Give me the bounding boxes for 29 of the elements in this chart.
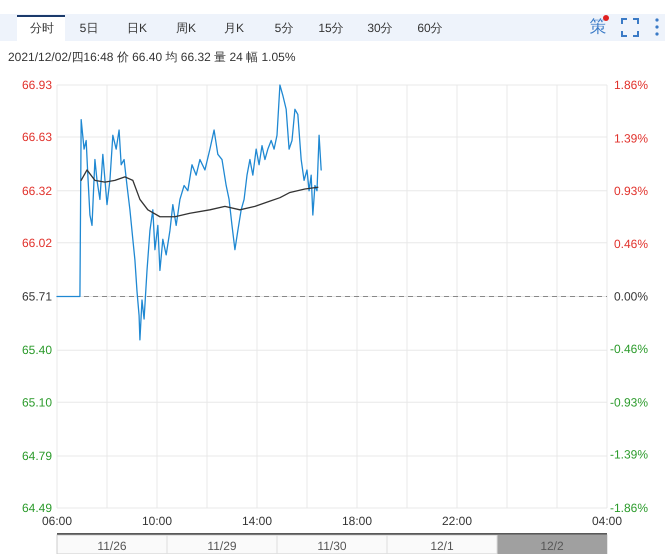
y2-tick-label: 0.93% (614, 184, 648, 198)
chart-subtitle: 2021/12/02/四16:48 价 66.40 均 66.32 量 24 幅 1.05% (8, 50, 296, 64)
y-tick-label: 66.02 (22, 236, 52, 250)
x-tick-label: 22:00 (442, 514, 472, 528)
navigator: 11/26 11/29 11/30 12/1 12/2 (56, 534, 608, 554)
y2-tick-label: -1.86% (610, 501, 648, 515)
y2-tick-label: 1.86% (614, 78, 648, 92)
y2-tick-label: -0.46% (610, 342, 648, 356)
y-tick-label: 66.93 (22, 78, 52, 92)
y-tick-label: 65.40 (22, 343, 52, 358)
x-tick-label: 14:00 (242, 514, 272, 528)
x-tick-label: 04:00 (592, 514, 622, 528)
y-tick-label: 64.79 (22, 448, 52, 463)
line-series (56, 84, 322, 340)
tabs: 分时 5日 日K 周K 月K 5分 15分 30分 60分 策 (17, 15, 606, 41)
y-tick-label: 64.49 (22, 501, 52, 515)
y-tick-label: 65.71 (22, 290, 52, 304)
y-tick-label: 66.63 (22, 130, 52, 144)
x-tick-label: 06:00 (42, 514, 72, 528)
x-tick-label: 18:00 (342, 514, 372, 528)
y2-tick-label: 0.46% (614, 237, 648, 252)
y2-tick-label: -0.93% (610, 395, 648, 410)
x-tick-label: 10:00 (142, 514, 172, 528)
y2-tick-label: -1.39% (610, 448, 648, 462)
y2-tick-label: 0.00% (614, 290, 648, 304)
y2-tick-label: 1.39% (614, 131, 648, 146)
line-series (80, 169, 318, 218)
y-tick-label: 65.10 (22, 395, 52, 410)
y-tick-label: 66.32 (22, 184, 52, 198)
